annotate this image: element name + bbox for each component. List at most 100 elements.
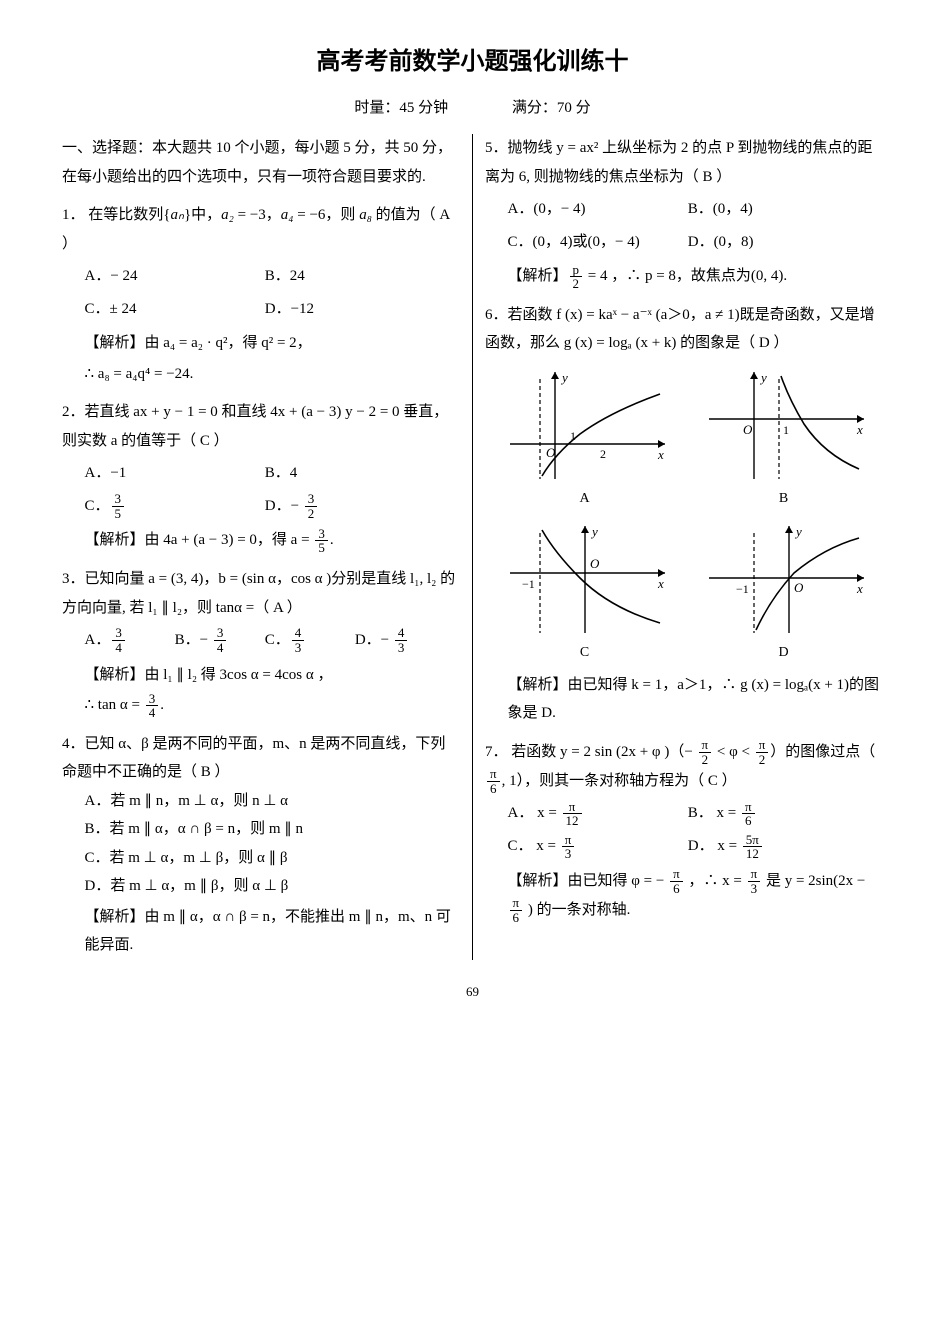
q7-stem: 若函数 y = 2 sin (2x + φ )（− π2 < φ < π2）的图… <box>485 744 875 789</box>
graph-a-svg: O x y 1 2 <box>500 364 670 484</box>
question-1: 1． 在等比数列{aₙ}中，a₂ = −3，a₄ = −6，则 a₈ 的值为（ … <box>62 201 460 258</box>
q5-number: 5． <box>485 140 508 156</box>
q5-opt-d: D．(0，8) <box>688 228 868 257</box>
svg-text:y: y <box>759 370 767 385</box>
q7-opt-c: C． x = π3 <box>508 832 688 861</box>
q7-opt-d: D． x = 5π12 <box>688 832 868 861</box>
q1-opt-a: A．− 24 <box>85 262 265 291</box>
q4-explain: 【解析】由 m ∥ α，α ∩ β = n，不能推出 m ∥ n，m、n 可能异… <box>62 903 460 960</box>
q3-explain-1: 【解析】由 l₁ ∥ l₂ 得 3cos α = 4cos α ， <box>62 661 460 690</box>
svg-text:O: O <box>794 580 804 595</box>
svg-text:x: x <box>856 581 863 596</box>
q7-opt-b: B． x = π6 <box>688 799 868 828</box>
page-title: 高考考前数学小题强化训练十 <box>50 40 895 86</box>
q2-opt-c: C．35 <box>85 492 265 521</box>
q7-options: A． x = π12 B． x = π6 C． x = π3 D． x = 5π… <box>485 799 883 864</box>
svg-text:x: x <box>657 576 664 591</box>
q1-opt-c: C．± 24 <box>85 295 265 324</box>
svg-text:y: y <box>560 370 568 385</box>
q2-options: A．−1 B．4 C．35 D．− 32 <box>62 459 460 524</box>
q1-options: A．− 24 B．24 C．± 24 D．−12 <box>62 262 460 327</box>
time-label: 时量：45 分钟 <box>354 94 448 123</box>
q3-number: 3． <box>62 571 85 587</box>
q2-opt-b: B．4 <box>265 459 445 488</box>
q7-number: 7． <box>485 744 508 760</box>
q4-opt-c: C．若 m ⊥ α，m ⊥ β，则 α ∥ β <box>85 844 461 873</box>
q4-opt-b: B．若 m ∥ α，α ∩ β = n，则 m ∥ n <box>85 815 461 844</box>
q5-stem: 抛物线 y = ax² 上纵坐标为 2 的点 P 到抛物线的焦点的距离为 6, … <box>485 140 872 185</box>
question-5: 5．抛物线 y = ax² 上纵坐标为 2 的点 P 到抛物线的焦点的距离为 6… <box>485 134 883 191</box>
q6-explain: 【解析】由已知得 k = 1，a＞1，∴ g (x) = logₐ(x + 1)… <box>485 671 883 728</box>
question-7: 7． 若函数 y = 2 sin (2x + φ )（− π2 < φ < π2… <box>485 738 883 795</box>
svg-text:O: O <box>743 422 753 437</box>
svg-text:1: 1 <box>570 429 576 443</box>
q2-explain: 【解析】由 4a + (a − 3) = 0，得 a = 35. <box>62 526 460 555</box>
q1-stem: 在等比数列{aₙ}中，a₂ = −3，a₄ = −6，则 a₈ 的值为（ A ） <box>62 207 449 252</box>
q3-explain-2: ∴ tan α = 34. <box>62 691 460 720</box>
q3-opt-d: D．− 43 <box>355 626 445 655</box>
q3-options: A．34 B．− 34 C．43 D．− 43 <box>62 626 460 659</box>
q3-opt-c: C．43 <box>265 626 355 655</box>
svg-text:−1: −1 <box>736 582 749 596</box>
svg-text:x: x <box>856 422 863 437</box>
q6-graphs-row2: O x y −1 C O x y −1 <box>485 518 883 667</box>
question-4: 4．已知 α、β 是两不同的平面，m、n 是两不同直线，下列命题中不正确的是（ … <box>62 730 460 787</box>
q6-number: 6． <box>485 307 508 323</box>
two-column-layout: 一、选择题：本大题共 10 个小题，每小题 5 分，共 50 分，在每小题给出的… <box>50 134 895 960</box>
q3-stem: 已知向量 a = (3, 4)，b = (sin α，cos α )分别是直线 … <box>62 571 455 616</box>
q6-graph-b: O x y 1 B <box>699 364 869 513</box>
graph-c-svg: O x y −1 <box>500 518 670 638</box>
right-column: 5．抛物线 y = ax² 上纵坐标为 2 的点 P 到抛物线的焦点的距离为 6… <box>473 134 895 960</box>
svg-text:1: 1 <box>783 423 789 437</box>
q6-graph-d: O x y −1 D <box>699 518 869 667</box>
q4-opt-a: A．若 m ∥ n，m ⊥ α，则 n ⊥ α <box>85 787 461 816</box>
svg-text:O: O <box>546 445 556 460</box>
q4-opt-d: D．若 m ⊥ α，m ∥ β，则 α ⊥ β <box>85 872 461 901</box>
q2-stem: 若直线 ax + y − 1 = 0 和直线 4x + (a − 3) y − … <box>62 404 448 449</box>
q2-number: 2． <box>62 404 85 420</box>
q6-graph-a: O x y 1 2 A <box>500 364 670 513</box>
page-number: 69 <box>50 980 895 1005</box>
svg-text:y: y <box>590 524 598 539</box>
q5-explain: 【解析】p2 = 4 ，∴ p = 8，故焦点为(0, 4). <box>485 262 883 291</box>
svg-text:x: x <box>657 447 664 462</box>
q1-opt-b: B．24 <box>265 262 445 291</box>
q3-opt-b: B．− 34 <box>175 626 265 655</box>
svg-text:2: 2 <box>600 447 606 461</box>
q7-opt-a: A． x = π12 <box>508 799 688 828</box>
q5-opt-b: B．(0，4) <box>688 195 868 224</box>
graph-a-label: A <box>500 486 670 513</box>
q6-graph-c: O x y −1 C <box>500 518 670 667</box>
q1-number: 1． <box>62 207 85 223</box>
score-label: 满分：70 分 <box>512 94 591 123</box>
q4-stem: 已知 α、β 是两不同的平面，m、n 是两不同直线，下列命题中不正确的是（ B … <box>62 736 445 781</box>
q1-explain-2: ∴ a₈ = a₄q⁴ = −24. <box>62 360 460 389</box>
q5-options: A．(0，− 4) B．(0，4) C．(0，4)或(0，− 4) D．(0，8… <box>485 195 883 260</box>
q4-number: 4． <box>62 736 85 752</box>
q1-explain-1: 【解析】由 a₄ = a₂ · q²，得 q² = 2， <box>62 329 460 358</box>
question-2: 2．若直线 ax + y − 1 = 0 和直线 4x + (a − 3) y … <box>62 398 460 455</box>
q3-opt-a: A．34 <box>85 626 175 655</box>
graph-c-label: C <box>500 640 670 667</box>
graph-d-svg: O x y −1 <box>699 518 869 638</box>
q5-opt-a: A．(0，− 4) <box>508 195 688 224</box>
graph-d-label: D <box>699 640 869 667</box>
question-3: 3．已知向量 a = (3, 4)，b = (sin α，cos α )分别是直… <box>62 565 460 622</box>
question-6: 6．若函数 f (x) = kaˣ − a⁻ˣ (a＞0，a ≠ 1)既是奇函数… <box>485 301 883 358</box>
section-i-heading: 一、选择题：本大题共 10 个小题，每小题 5 分，共 50 分，在每小题给出的… <box>62 134 460 191</box>
q6-stem: 若函数 f (x) = kaˣ − a⁻ˣ (a＞0，a ≠ 1)既是奇函数，又… <box>485 307 875 352</box>
svg-text:O: O <box>590 556 600 571</box>
q4-options: A．若 m ∥ n，m ⊥ α，则 n ⊥ α B．若 m ∥ α，α ∩ β … <box>62 787 460 901</box>
left-column: 一、选择题：本大题共 10 个小题，每小题 5 分，共 50 分，在每小题给出的… <box>50 134 473 960</box>
svg-text:y: y <box>794 524 802 539</box>
svg-text:−1: −1 <box>522 577 535 591</box>
graph-b-svg: O x y 1 <box>699 364 869 484</box>
q2-opt-a: A．−1 <box>85 459 265 488</box>
q2-opt-d: D．− 32 <box>265 492 445 521</box>
q7-explain: 【解析】由已知得 φ = − π6 ，∴ x = π3 是 y = 2sin(2… <box>485 867 883 924</box>
q1-opt-d: D．−12 <box>265 295 445 324</box>
page-subtitle: 时量：45 分钟 满分：70 分 <box>50 94 895 123</box>
q6-graphs-row1: O x y 1 2 A O x y <box>485 364 883 513</box>
q5-opt-c: C．(0，4)或(0，− 4) <box>508 228 688 257</box>
graph-b-label: B <box>699 486 869 513</box>
